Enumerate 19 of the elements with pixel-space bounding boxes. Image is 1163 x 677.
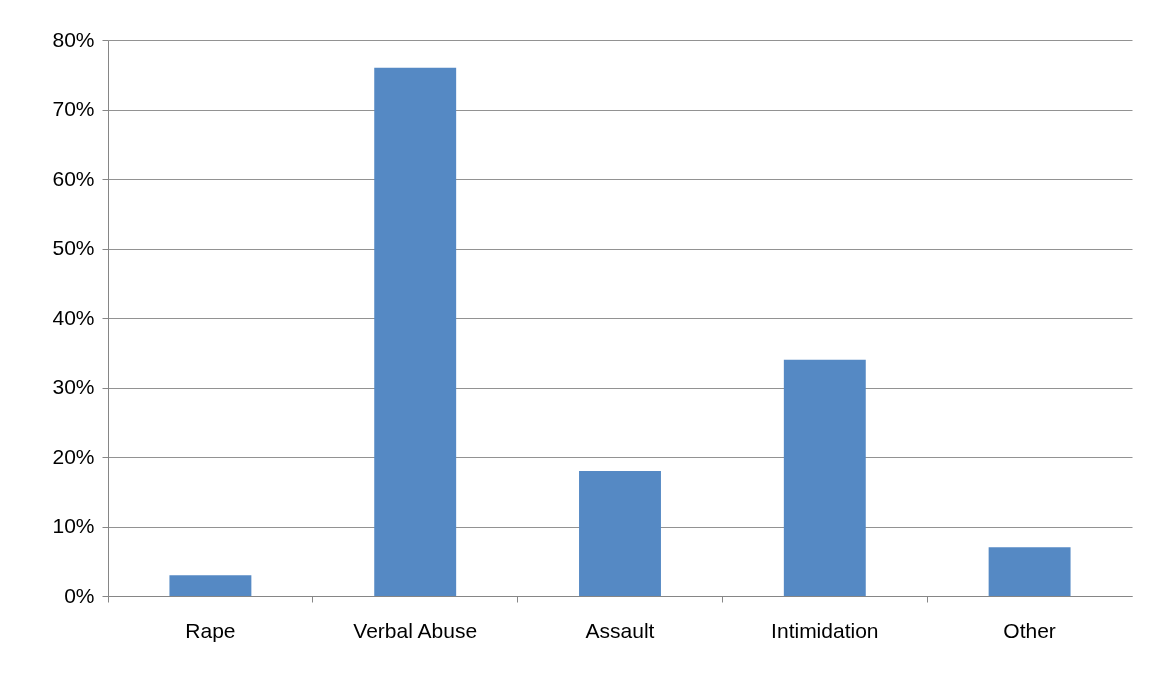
y-tick-label: 70%	[52, 97, 95, 120]
bar	[783, 359, 866, 596]
y-tick-label: 0%	[64, 583, 95, 607]
bar	[169, 575, 252, 596]
y-tick-label: 10%	[52, 514, 95, 537]
y-tick-label: 30%	[52, 375, 95, 398]
x-tick-label: Assault	[585, 618, 655, 642]
bar	[374, 67, 457, 596]
bar	[988, 547, 1071, 596]
x-tick-label: Rape	[185, 618, 236, 642]
x-tick-label: Intimidation	[771, 618, 879, 642]
y-tick-label: 80%	[52, 27, 95, 51]
x-tick-label: Other	[1003, 618, 1056, 642]
y-tick-label: 40%	[52, 305, 95, 329]
x-tick-label: Verbal Abuse	[353, 618, 478, 642]
y-tick-label: 20%	[52, 444, 95, 468]
bar	[579, 470, 661, 596]
y-tick-label: 60%	[52, 166, 95, 190]
y-tick-label: 50%	[52, 236, 95, 259]
